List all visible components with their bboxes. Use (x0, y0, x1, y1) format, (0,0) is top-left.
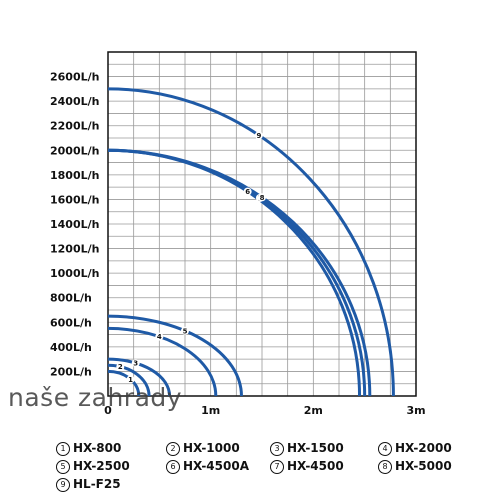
curve-marker-label: 9 (256, 132, 261, 140)
legend-label: HX-4500 (287, 459, 344, 473)
legend-item: 1 HX-800 (56, 441, 121, 456)
legend-label: HX-2000 (395, 441, 452, 455)
y-tick-label: 1800L/h (50, 169, 99, 182)
curve-marker-bg (258, 193, 266, 202)
x-tick-label: 2m (304, 404, 323, 417)
legend-marker: 3 (270, 441, 284, 456)
y-tick-labels: 200L/h 400L/h 600L/h 800L/h 1000L/h 1200L/h 14… (50, 71, 99, 379)
y-tick-label: 1600L/h (50, 193, 99, 206)
grid (108, 51, 417, 396)
curve-marker-label: 3 (133, 360, 138, 368)
legend-marker: 5 (56, 459, 70, 474)
legend-marker: 1 (56, 441, 70, 456)
pump-curves (107, 87, 395, 397)
curve-marker-label: 4 (157, 333, 162, 341)
curve-marker-bg (254, 131, 263, 140)
y-tick-label: 600L/h (50, 316, 92, 329)
curve-marker-label: 2 (118, 363, 123, 371)
legend-marker: 6 (166, 459, 180, 474)
curve-marker-label: 1 (128, 376, 133, 384)
curve-markers: 123456789 (116, 131, 266, 384)
curve-hx-5000 (107, 148, 372, 397)
legend-item: 2 HX-1000 (166, 441, 240, 456)
legend-item: 8 HX-5000 (378, 459, 452, 474)
y-tick-label: 1000L/h (50, 267, 99, 280)
y-tick-label: 200L/h (50, 365, 92, 378)
legend-marker: 7 (270, 459, 284, 474)
legend-marker: 4 (378, 441, 392, 456)
curve-marker-label: 8 (260, 194, 265, 202)
legend-label: HX-4500A (183, 459, 249, 473)
curve-marker-bg (181, 326, 189, 335)
plot-frame (107, 51, 417, 397)
y-tick-label: 400L/h (50, 341, 92, 354)
curve-hl-f25 (107, 87, 395, 397)
legend-item: 7 HX-4500 (270, 459, 344, 474)
legend-item: 4 HX-2000 (378, 441, 452, 456)
y-tick-label: 2400L/h (50, 95, 99, 108)
x-tick-label: 3m (406, 404, 425, 417)
y-tick-label: 1200L/h (50, 243, 99, 256)
legend-marker: 9 (56, 477, 70, 492)
curve-hx-1000 (107, 363, 151, 397)
curve-marker-bg (243, 187, 252, 196)
legend-item: 6 HX-4500A (166, 459, 249, 474)
legend-item: 9 HL-F25 (56, 477, 121, 492)
axes (107, 51, 417, 397)
legend-item: 3 HX-1500 (270, 441, 344, 456)
y-tick-label: 2600L/h (50, 71, 99, 84)
curve-marker-bg (126, 375, 135, 384)
y-tick-label: 2200L/h (50, 120, 99, 133)
legend-label: HX-1500 (287, 441, 344, 455)
legend-marker: 8 (378, 459, 392, 474)
legend-label: HX-1000 (183, 441, 240, 455)
watermark: naše zahrady (8, 383, 183, 412)
legend-label: HL-F25 (73, 477, 121, 491)
curve-marker-label: 6 (245, 188, 250, 196)
legend-item: 5 HX-2500 (56, 459, 130, 474)
curve-hx-2500 (107, 314, 243, 397)
curve-marker-bg (131, 359, 140, 368)
x-tick-label: 0 (104, 404, 112, 417)
curve-marker-bg (116, 362, 125, 371)
x-tick-labels: 0 1m 2m 3m (104, 404, 425, 417)
legend-marker: 2 (166, 441, 180, 456)
curve-hx-2000 (107, 326, 218, 397)
y-tick-label: 1400L/h (50, 218, 99, 231)
curve-marker-bg (155, 332, 164, 341)
curve-marker-label: 5 (183, 327, 188, 335)
x-tick-label: 1m (201, 404, 220, 417)
y-tick-label: 2000L/h (50, 144, 99, 157)
legend-label: HX-2500 (73, 459, 130, 473)
y-tick-label: 800L/h (50, 292, 92, 305)
curve-hx-1500 (107, 357, 172, 397)
legend-label: HX-5000 (395, 459, 452, 473)
legend-label: HX-800 (73, 441, 122, 455)
